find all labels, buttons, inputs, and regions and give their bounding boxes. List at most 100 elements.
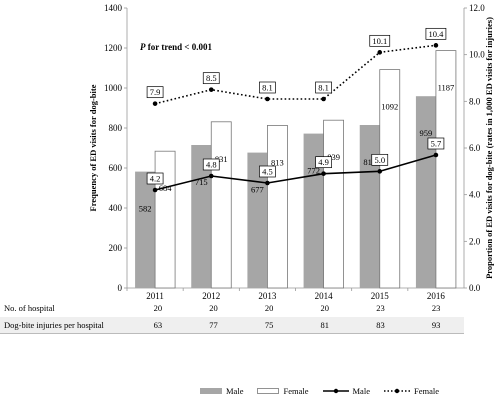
y-tick-label-right: 10.0 — [469, 50, 485, 60]
table-cell: 83 — [352, 316, 409, 334]
bar-male — [191, 145, 212, 288]
line-value-label: 8.1 — [318, 83, 329, 93]
table-row: No. of hospital 20 20 20 20 23 23 — [0, 300, 464, 317]
x-tick-label: 2012 — [202, 291, 220, 301]
line-value-box — [202, 158, 220, 171]
bar-value-label-female: 1092 — [381, 102, 398, 112]
line-value-box — [369, 34, 391, 47]
y-tick-label-right: 2.0 — [469, 236, 481, 246]
table-cell: 75 — [241, 316, 297, 334]
table-cell: 20 — [209, 303, 218, 314]
legend-item-female-line: Female — [383, 386, 439, 396]
table-cell: 93 — [408, 316, 464, 334]
row-label: No. of hospital — [4, 303, 55, 314]
row-label: Dog-bite injuries per hospital — [0, 316, 130, 334]
bar-female — [435, 50, 457, 289]
y-axis-title-right: Proportion of ED visits for dog-bite (ra… — [484, 17, 494, 279]
line-value-box — [315, 156, 332, 169]
line-value-box — [146, 86, 164, 99]
y-tick-label-left: 200 — [109, 243, 123, 253]
line-value-box — [371, 153, 389, 166]
y-tick-label-right: 8.0 — [469, 96, 481, 106]
line-value-label: 10.1 — [372, 36, 387, 46]
bar-value-label-female: 813 — [271, 157, 284, 167]
x-tick-label: 2014 — [315, 291, 334, 301]
legend-item-male-line: Male — [322, 386, 370, 396]
line-value-label: 4.9 — [318, 157, 329, 167]
x-tick-label: 2013 — [258, 291, 277, 301]
line-point-male — [208, 173, 214, 179]
y-tick-label-left: 1200 — [104, 43, 123, 53]
y-tick-label-right: 4.0 — [469, 190, 481, 200]
legend-label: Female — [283, 386, 309, 396]
bar-male — [303, 133, 324, 288]
female-line-swatch — [383, 388, 410, 394]
bar-value-label-male: 815 — [363, 157, 376, 167]
line-point-female — [433, 43, 439, 48]
line-value-label: 4.2 — [150, 174, 161, 184]
bar-female — [267, 125, 288, 289]
bar-value-label-male: 677 — [251, 185, 264, 195]
line-series-male — [154, 154, 437, 191]
line-value-label: 8.1 — [262, 83, 273, 93]
line-value-box — [202, 72, 220, 85]
table-cell: 20 — [264, 303, 274, 314]
bar-value-label-male: 959 — [420, 128, 433, 138]
y-tick-label-right: 0.0 — [469, 283, 481, 293]
line-value-box — [259, 81, 276, 94]
line-value-box — [425, 27, 447, 40]
y-axis-title-left: Frequency of ED visits for dog-bite — [88, 84, 98, 211]
bar-female — [379, 69, 401, 289]
x-tick-label: 2015 — [371, 291, 390, 301]
bar-male — [247, 152, 268, 288]
bar-value-label-female: 831 — [215, 154, 228, 164]
table-cell: 23 — [376, 303, 385, 314]
line-point-female — [208, 87, 214, 92]
table-cell: 81 — [296, 316, 353, 334]
bar-female — [210, 121, 232, 289]
bar-male — [415, 96, 436, 288]
trend-annotation-text: for trend < 0.001 — [146, 42, 213, 52]
hospital-table: No. of hospital 20 20 20 20 23 23 Dog-bi… — [0, 300, 464, 334]
trend-annotation-p: P — [140, 42, 146, 52]
line-point-male — [321, 171, 326, 176]
y-tick-label-left: 0 — [118, 283, 123, 293]
male-bar-swatch — [200, 388, 222, 394]
y-tick-label-left: 1000 — [104, 83, 123, 93]
y-tick-label-right: 6.0 — [469, 143, 481, 153]
line-point-male — [433, 152, 439, 158]
line-point-female — [152, 101, 158, 106]
line-value-box — [146, 172, 164, 185]
line-value-label: 7.9 — [150, 87, 161, 97]
line-value-box — [315, 81, 332, 94]
line-point-male — [265, 180, 270, 186]
line-value-box — [259, 165, 276, 178]
legend-label: Female — [413, 386, 439, 396]
bar-value-label-male: 772 — [307, 166, 320, 176]
line-point-male — [377, 169, 383, 174]
trend-annotation: P for trend < 0.001 — [140, 42, 213, 52]
bar-value-label-female: 684 — [159, 183, 173, 193]
bar-female — [323, 119, 344, 289]
bar-value-label-female: 839 — [327, 152, 340, 162]
y-tick-label-left: 800 — [109, 123, 123, 133]
line-point-male — [152, 187, 158, 193]
legend-label: Male — [226, 386, 244, 396]
bar-value-label-male: 715 — [195, 177, 208, 187]
line-series-female — [154, 44, 436, 105]
bar-male — [135, 171, 156, 288]
line-value-label: 10.4 — [428, 29, 444, 39]
y-tick-label-left: 400 — [109, 203, 123, 213]
bar-value-label-female: 1187 — [438, 83, 455, 93]
bar-male — [359, 125, 380, 288]
x-tick-label: 2016 — [427, 291, 446, 301]
line-point-female — [265, 96, 270, 102]
x-tick-label: 2011 — [146, 291, 164, 301]
table-cell: 20 — [320, 303, 330, 314]
table-row: Dog-bite injuries per hospital 63 77 75 … — [0, 316, 464, 334]
legend-label: Male — [352, 386, 370, 396]
table-cell: 20 — [153, 303, 163, 314]
y-tick-label-left: 1400 — [104, 3, 123, 13]
line-value-label: 8.5 — [206, 73, 217, 83]
line-value-label: 5.0 — [374, 155, 385, 165]
